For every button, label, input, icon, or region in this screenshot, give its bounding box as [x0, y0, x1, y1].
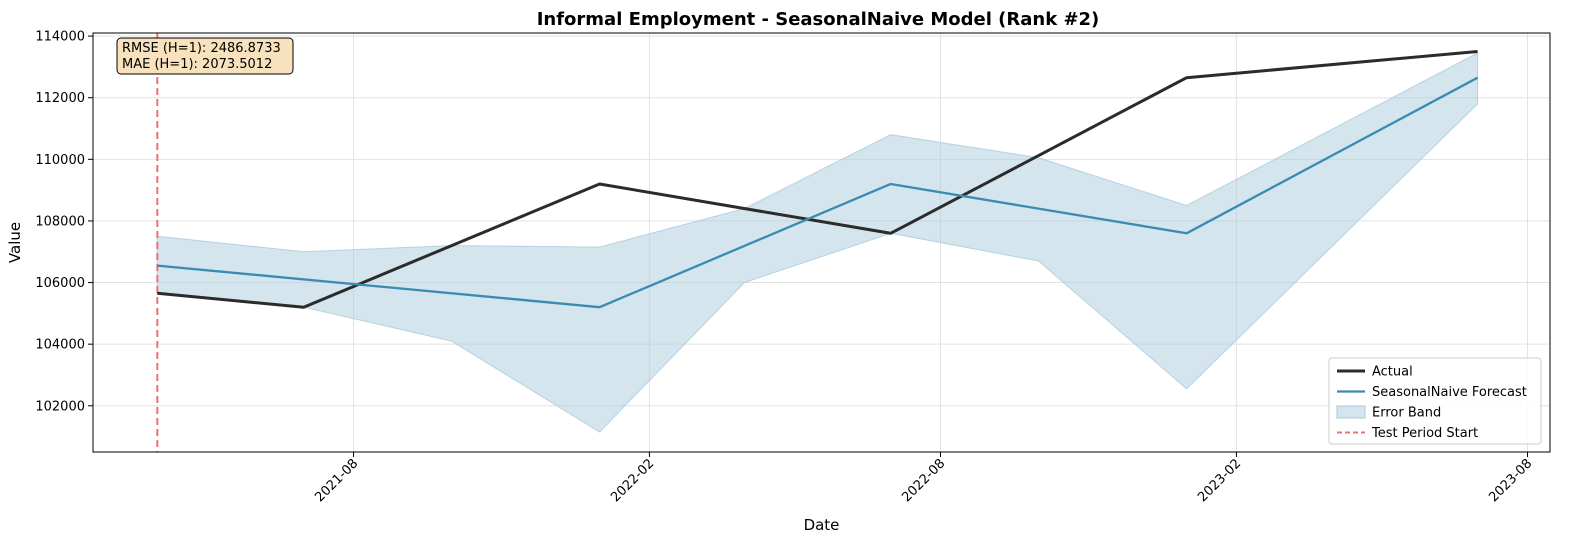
y-tick-label: 110000 — [35, 153, 85, 168]
x-axis-title: Date — [804, 516, 840, 534]
y-axis-title: Value — [6, 222, 24, 263]
y-tick-label: 114000 — [35, 30, 85, 45]
legend-swatch-error-band — [1336, 405, 1366, 419]
error-band-layer — [156, 52, 1479, 433]
x-tick-label: 2022-08 — [899, 456, 948, 505]
chart-title: Informal Employment - SeasonalNaive Mode… — [537, 9, 1100, 30]
x-tick-label: 2022-02 — [608, 456, 657, 505]
y-tick-label: 104000 — [35, 338, 85, 353]
x-tick-label: 2021-08 — [312, 456, 361, 505]
series-line-0 — [157, 50, 1478, 309]
legend-label: SeasonalNaive Forecast — [1372, 385, 1527, 400]
metric-label: RMSE (H=1): 2486.8733 — [122, 41, 281, 56]
legend-label: Actual — [1372, 365, 1413, 380]
y-tick-label: 108000 — [35, 214, 85, 229]
series-layer — [157, 50, 1479, 309]
plot-frame — [92, 32, 1551, 453]
legend: Actual SeasonalNaive Forecast Error Band Te… — [1328, 357, 1542, 445]
x-axis: 2021-08 2022-02 2022-08 2023-02 2023-08 — [312, 452, 1535, 505]
legend-label: Test Period Start — [1371, 426, 1478, 441]
y-axis: 102000 104000 106000 108000 110000 112000 1140… — [35, 30, 93, 414]
x-tick-label: 2023-02 — [1195, 456, 1244, 505]
y-tick-label: 106000 — [35, 276, 85, 291]
error-band — [156, 52, 1479, 433]
legend-frame — [1328, 357, 1542, 445]
series-line-1 — [157, 76, 1479, 309]
metrics-box-background — [116, 37, 294, 75]
y-tick-label: 102000 — [35, 399, 85, 414]
legend-label: Error Band — [1372, 406, 1441, 421]
metric-label: MAE (H=1): 2073.5012 — [122, 57, 272, 72]
x-tick-label: 2023-08 — [1486, 456, 1535, 505]
y-tick-label: 112000 — [35, 91, 85, 106]
